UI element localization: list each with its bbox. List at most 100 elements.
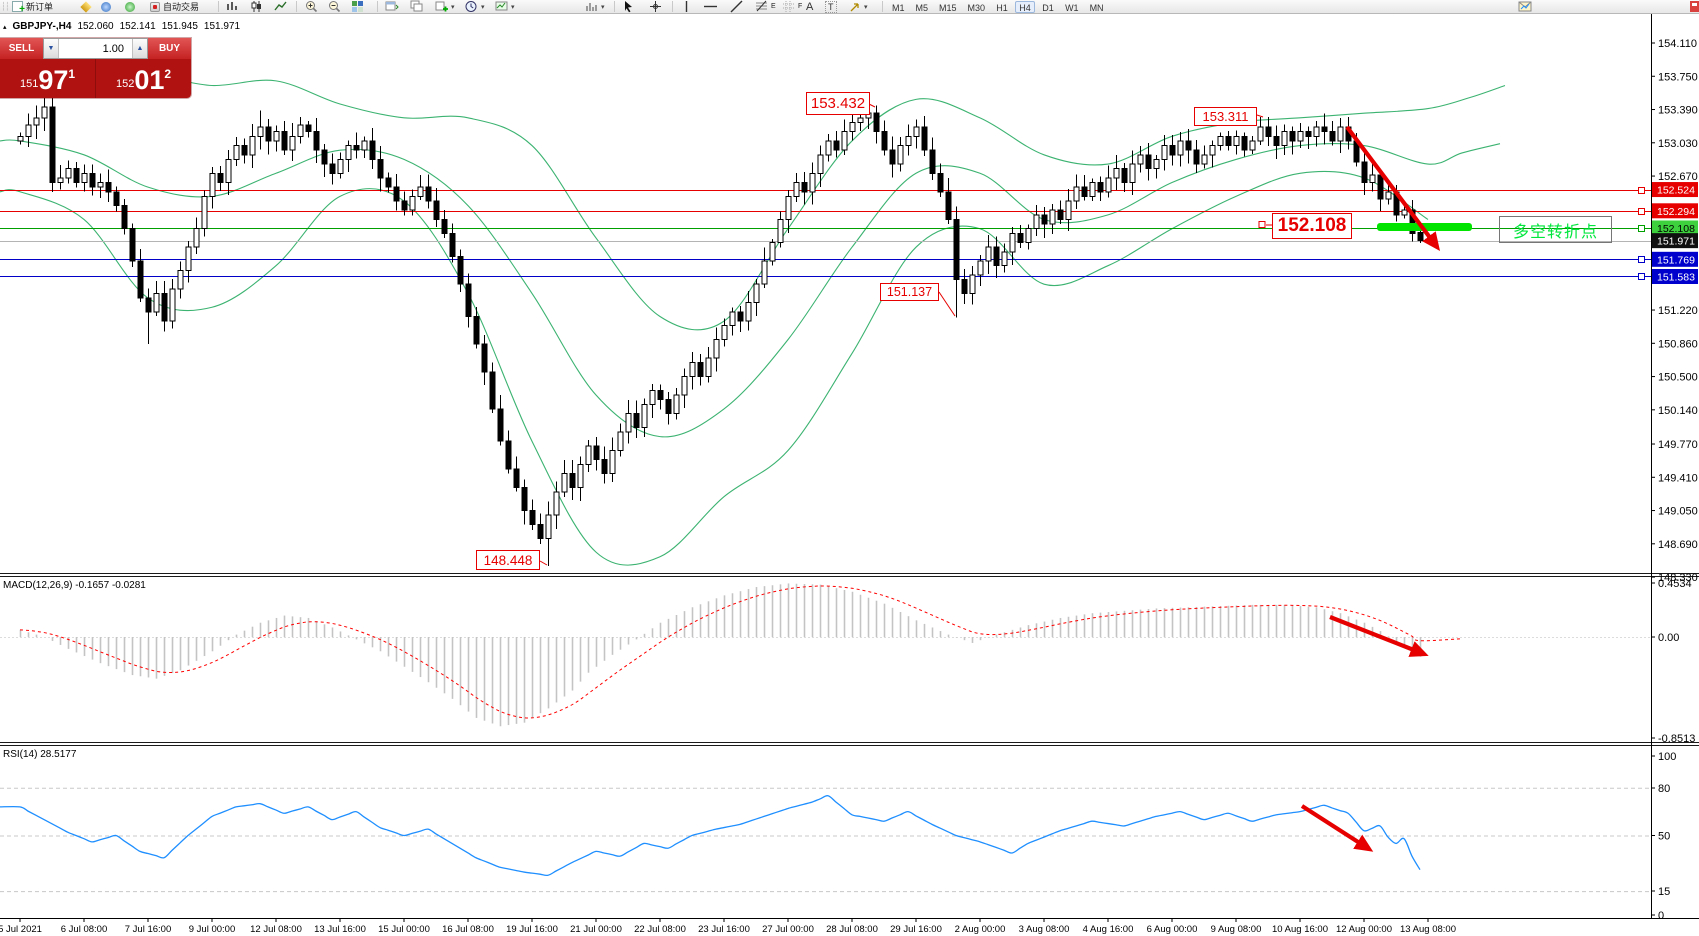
annotation-swing-high-153432[interactable]: 153.432 [806,92,870,115]
candle-chart-type-button[interactable] [250,0,263,13]
price-axis[interactable]: 154.110 153.750 153.390 153.030 152.670 151.2… [1651,38,1698,584]
svg-text:2 Aug 00:00: 2 Aug 00:00 [955,924,1006,935]
volume-input[interactable]: 1.00 [102,42,124,55]
volume-increase-button[interactable]: ▲ [132,39,147,58]
cascade-windows-button[interactable] [410,0,424,13]
svg-text:4 Aug 16:00: 4 Aug 16:00 [1083,924,1134,935]
one-click-trading-panel: SELL ▼ 1.00 ▲ BUY 151 97 1 152 01 2 [0,38,191,98]
new-order-button[interactable]: 新订单 [12,0,53,15]
svg-text:149.770: 149.770 [1658,439,1698,451]
annotation-swing-low-151137[interactable]: 151.137 [880,283,939,301]
price-badge-152.524 [1652,182,1698,198]
shapes-tool-button[interactable]: ▾ [849,0,868,13]
zoom-out-button[interactable] [328,0,342,13]
svg-text:150.860: 150.860 [1658,338,1698,350]
chevron-down-icon: ▾ [511,3,515,11]
label-tool-button[interactable]: T [825,0,837,13]
annotation-swing-low-148448[interactable]: 148.448 [476,550,540,570]
new-chart-icon [435,1,448,12]
svg-text:7 Jul 16:00: 7 Jul 16:00 [125,924,171,935]
svg-text:3 Aug 08:00: 3 Aug 08:00 [1019,924,1070,935]
fibonacci-icon [756,0,767,12]
annotation-key-level-152108[interactable]: 152.108 [1272,213,1352,239]
svg-text:152.670: 152.670 [1658,171,1698,183]
vertical-line-tool-button[interactable] [680,0,693,13]
horizontal-level-lines[interactable] [0,187,1651,280]
svg-text:21 Jul 00:00: 21 Jul 00:00 [570,924,622,935]
price-badge-151.583 [1652,268,1698,284]
alerts-button[interactable] [1518,0,1532,13]
svg-text:9 Aug 08:00: 9 Aug 08:00 [1211,924,1262,935]
timeframe-mn-button[interactable]: MN [1089,2,1104,13]
partial-toolbar-icon[interactable] [1689,0,1699,13]
ask-big: 01 [134,65,165,95]
svg-text:150.140: 150.140 [1658,405,1698,417]
arrange-windows-button[interactable] [385,0,399,13]
arrow-shape-icon [850,2,859,11]
autotrading-button[interactable]: 自动交易 [150,0,199,13]
indicators-button[interactable]: ▾ [585,0,605,13]
timeframe-h1-button[interactable]: H1 [996,2,1008,13]
community-button[interactable] [101,0,111,13]
cursor-tool-button[interactable] [622,0,635,13]
zoom-in-button[interactable] [305,0,319,13]
ask-price[interactable]: 152 01 2 [96,59,191,98]
text-tool-button[interactable]: A [806,0,813,13]
templates-button[interactable]: ▾ [495,0,515,13]
annotation-connectors [539,103,1272,566]
svg-text:10 Aug 16:00: 10 Aug 16:00 [1272,924,1328,935]
timeframe-w1-button[interactable]: W1 [1065,2,1079,13]
fibonacci-tool-button[interactable]: E [755,0,776,13]
svg-text:152.524: 152.524 [1657,185,1695,197]
macd-down-arrow [1329,615,1429,657]
trendline-tool-button[interactable] [730,0,743,13]
panel-frames [0,14,1699,919]
candlesticks [17,93,1424,567]
svg-text:154.110: 154.110 [1658,38,1697,50]
buy-button[interactable]: BUY [148,38,191,59]
time-axis[interactable]: 5 Jul 2021 6 Jul 08:00 7 Jul 16:00 9 Jul 00… [0,918,1456,935]
svg-text:148.330: 148.330 [1658,572,1698,584]
timeframe-m1-button[interactable]: M1 [892,2,905,13]
chevron-down-icon: ▾ [601,3,605,11]
line-chart-type-button[interactable] [274,0,287,13]
timeframe-m5-button[interactable]: M5 [915,2,929,13]
trend-arrows[interactable] [1300,125,1441,852]
volume-decrease-button[interactable]: ▼ [44,39,59,58]
horizontal-line-tool-button[interactable] [703,0,718,13]
gold-diamond-icon [80,0,92,13]
svg-text:153.750: 153.750 [1658,71,1698,83]
market-watch-button[interactable] [80,0,92,13]
chevron-down-icon: ▾ [481,3,485,11]
rsi-down-arrow [1300,804,1374,852]
svg-text:9 Jul 00:00: 9 Jul 00:00 [189,924,235,935]
crosshair-tool-button[interactable] [649,0,662,13]
chevron-down-icon: ▾ [864,3,868,11]
macd-label: MACD(12,26,9) -0.1657 -0.0281 [3,580,146,591]
bar-chart-type-button[interactable] [226,0,239,13]
indicator-axes[interactable]: 0.4534 0.00 -0.8513 100 80 50 15 0 [1651,578,1695,922]
grid-icon [783,1,794,12]
timeframe-m30-button[interactable]: M30 [967,2,986,13]
grid-tool-button[interactable]: F [782,0,802,13]
svg-text:22 Jul 08:00: 22 Jul 08:00 [634,924,686,935]
annotation-cn-turning-point[interactable]: 多空转折点 [1499,216,1612,243]
tile-windows-button[interactable] [351,0,365,13]
ohlc-low: 151.945 [161,21,198,32]
timeframe-d1-button[interactable]: D1 [1042,2,1054,13]
new-chart-button[interactable]: ▾ [435,0,455,13]
periods-button[interactable]: ▾ [465,0,485,13]
timeframe-h4-button[interactable]: H4 [1015,0,1036,13]
collapse-triangle-icon[interactable]: ▴ [3,23,7,31]
timeframe-m15-button[interactable]: M15 [939,2,957,13]
svg-text:13 Aug 08:00: 13 Aug 08:00 [1400,924,1456,935]
svg-text:23 Jul 16:00: 23 Jul 16:00 [698,924,750,935]
sell-button[interactable]: SELL [0,38,43,59]
svg-text:12 Aug 00:00: 12 Aug 00:00 [1336,924,1392,935]
signals-button[interactable] [125,0,135,13]
annotation-swing-high-153311[interactable]: 153.311 [1194,107,1257,126]
bid-price[interactable]: 151 97 1 [0,59,95,98]
template-icon [495,1,508,11]
